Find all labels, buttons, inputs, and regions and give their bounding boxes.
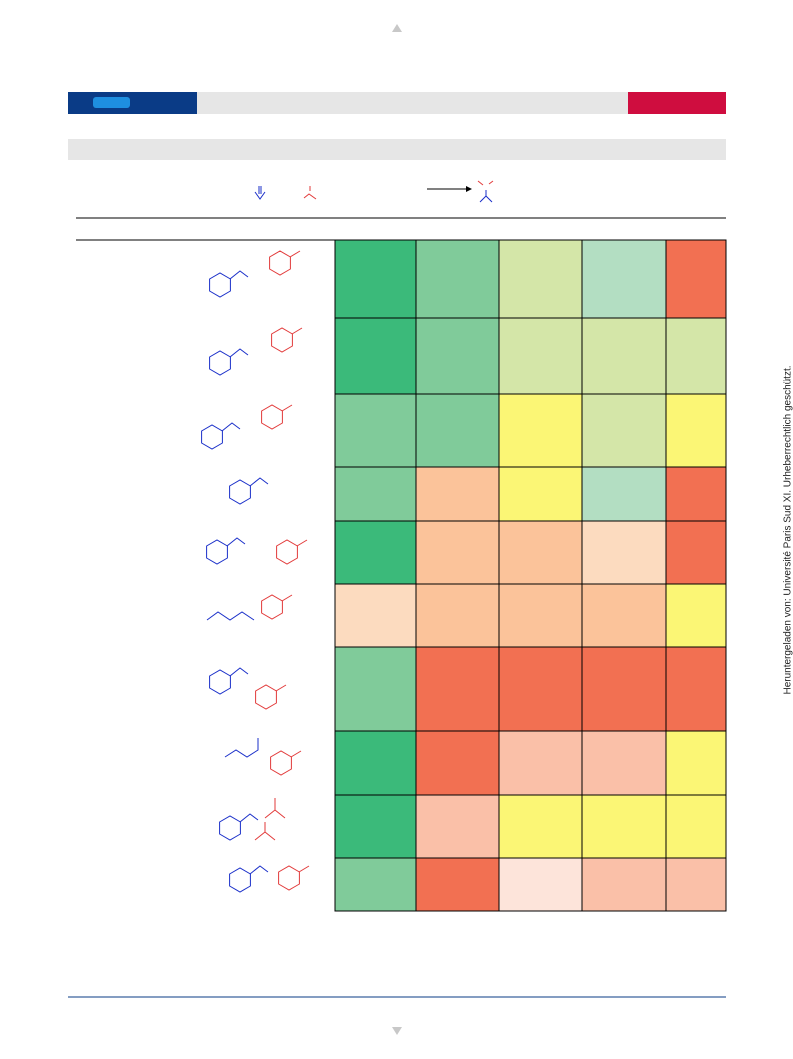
- ring: [229, 867, 251, 893]
- heat-cell: [498, 393, 583, 468]
- heat-cell: [665, 520, 727, 585]
- heatmap: [334, 239, 727, 912]
- heat-cell: [498, 730, 583, 796]
- bond: [296, 539, 308, 547]
- heat-cell: [334, 857, 417, 912]
- bond: [275, 684, 287, 692]
- heat-cell: [415, 730, 500, 796]
- heat-cell: [581, 730, 667, 796]
- bond: [224, 738, 259, 758]
- ring: [261, 594, 283, 620]
- ring: [270, 750, 292, 776]
- bond: [229, 270, 249, 280]
- bond: [206, 611, 255, 621]
- heat-cell: [581, 520, 667, 585]
- heat-cell: [415, 520, 500, 585]
- ring: [261, 404, 283, 430]
- nav-down[interactable]: [392, 1027, 402, 1035]
- heat-cell: [415, 393, 500, 468]
- bond: [221, 422, 241, 432]
- bond: [249, 477, 269, 487]
- ring: [229, 479, 251, 505]
- heat-cell: [415, 466, 500, 522]
- bond: [291, 327, 303, 335]
- heat-cell: [498, 239, 583, 319]
- bond: [239, 813, 259, 823]
- heat-cell: [334, 794, 417, 859]
- heat-cell: [415, 583, 500, 648]
- heat-cell: [665, 794, 727, 859]
- bond: [254, 798, 286, 841]
- bond: [249, 865, 269, 875]
- heat-cell: [665, 583, 727, 648]
- ring: [278, 865, 300, 891]
- header-red: [628, 92, 726, 114]
- heat-cell: [415, 317, 500, 395]
- ring: [269, 250, 291, 276]
- heat-cell: [665, 466, 727, 522]
- header-gray: [197, 92, 628, 114]
- heat-cell: [665, 646, 727, 732]
- heat-cell: [498, 794, 583, 859]
- heat-cell: [334, 520, 417, 585]
- bond: [281, 594, 293, 602]
- heat-cell: [665, 317, 727, 395]
- heat-cell: [581, 583, 667, 648]
- heat-cell: [498, 520, 583, 585]
- heat-cell: [334, 317, 417, 395]
- ring: [209, 350, 231, 376]
- ring: [201, 424, 223, 450]
- heat-cell: [498, 857, 583, 912]
- heat-cell: [334, 583, 417, 648]
- heat-cell: [334, 466, 417, 522]
- heat-cell: [498, 646, 583, 732]
- heat-cell: [415, 239, 500, 319]
- heat-cell: [581, 317, 667, 395]
- heat-cell: [581, 393, 667, 468]
- heat-cell: [665, 239, 727, 319]
- ring: [219, 815, 241, 841]
- heat-cell: [665, 857, 727, 912]
- heat-cell: [498, 317, 583, 395]
- bond: [290, 750, 302, 758]
- heat-cell: [665, 730, 727, 796]
- heat-cell: [415, 857, 500, 912]
- heat-cell: [581, 239, 667, 319]
- heat-cell: [334, 730, 417, 796]
- bond: [229, 348, 249, 358]
- heat-cell: [334, 239, 417, 319]
- heat-cell: [415, 646, 500, 732]
- ring: [209, 669, 231, 695]
- ring: [255, 684, 277, 710]
- watermark: Heruntergeladen von: Université Paris Su…: [782, 365, 793, 695]
- structures: [201, 250, 310, 893]
- heat-cell: [498, 583, 583, 648]
- bond: [229, 667, 249, 677]
- ring: [209, 272, 231, 298]
- heat-cell: [498, 466, 583, 522]
- bond: [289, 250, 301, 258]
- heat-cell: [334, 393, 417, 468]
- bond: [281, 404, 293, 412]
- nav-up[interactable]: [392, 24, 402, 32]
- section-bar: [68, 139, 726, 160]
- header-pill: [93, 97, 130, 108]
- heat-cell: [334, 646, 417, 732]
- heat-cell: [581, 857, 667, 912]
- ring: [276, 539, 298, 565]
- scheme: [254, 180, 494, 203]
- heat-cell: [581, 466, 667, 522]
- ring: [206, 539, 228, 565]
- heat-cell: [415, 794, 500, 859]
- heat-cell: [665, 393, 727, 468]
- ring: [271, 327, 293, 353]
- header-blue: [68, 92, 197, 114]
- heat-cell: [581, 646, 667, 732]
- heat-cell: [581, 794, 667, 859]
- bond: [226, 537, 246, 547]
- bond: [298, 865, 310, 873]
